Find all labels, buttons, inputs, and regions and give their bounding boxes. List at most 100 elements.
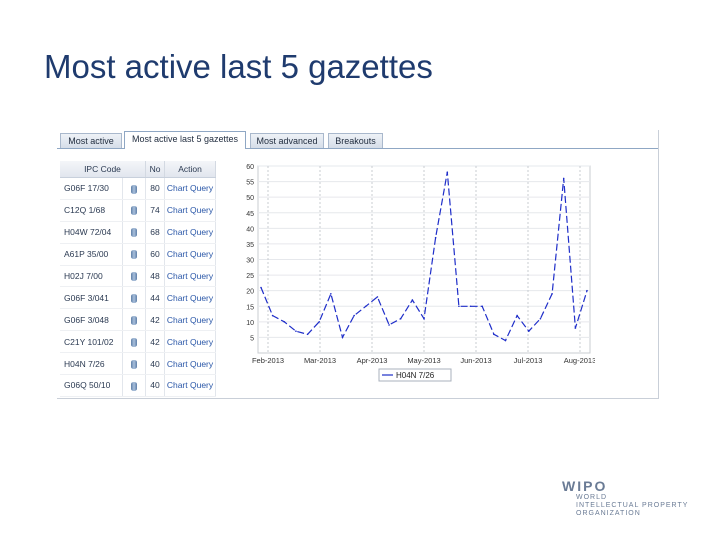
count-cell: 80 xyxy=(145,177,165,200)
y-tick-label: 35 xyxy=(246,242,254,249)
data-point xyxy=(481,305,484,308)
data-point xyxy=(283,321,286,323)
database-icon[interactable] xyxy=(131,228,137,238)
database-icon[interactable] xyxy=(131,381,137,391)
chart-query-link[interactable]: Chart Query xyxy=(164,308,216,332)
database-icon-cell xyxy=(122,352,146,376)
table-row[interactable]: H04W 72/04 68 Chart Query xyxy=(60,221,216,244)
count-cell: 42 xyxy=(145,308,165,332)
data-point xyxy=(388,324,390,326)
table-row[interactable]: G06F 17/30 80 Chart Query xyxy=(60,177,216,200)
ipc-code-cell: G06F 3/041 xyxy=(60,286,123,310)
database-icon[interactable] xyxy=(131,184,137,194)
y-tick-label: 50 xyxy=(246,195,254,202)
database-icon[interactable] xyxy=(131,294,137,304)
data-point xyxy=(423,317,425,320)
table-header-row: IPC Code No Action xyxy=(60,161,216,178)
data-point xyxy=(341,336,344,339)
database-icon-cell xyxy=(122,286,146,310)
ipc-code-cell: C12Q 1/68 xyxy=(60,199,123,222)
count-cell: 68 xyxy=(145,221,165,244)
table-row[interactable]: G06Q 50/10 40 Chart Query xyxy=(60,374,216,397)
data-point xyxy=(376,296,379,298)
tab-breakouts[interactable]: Breakouts xyxy=(328,133,383,148)
table-row[interactable]: A61P 35/00 60 Chart Query xyxy=(60,243,216,266)
column-header-no[interactable]: No xyxy=(145,161,165,178)
data-point xyxy=(399,317,402,320)
data-point xyxy=(458,305,460,308)
data-point xyxy=(446,171,449,174)
data-point xyxy=(306,333,309,336)
x-tick-label: Aug-2013 xyxy=(564,356,595,365)
database-icon[interactable] xyxy=(131,315,137,325)
tab-most-active-last-5-gazettes[interactable]: Most active last 5 gazettes xyxy=(124,131,246,149)
tab-most-advanced[interactable]: Most advanced xyxy=(250,133,324,148)
data-point xyxy=(562,177,565,180)
chart-query-link[interactable]: Chart Query xyxy=(164,286,216,310)
chart-query-link[interactable]: Chart Query xyxy=(164,330,216,354)
database-icon-cell xyxy=(122,199,146,222)
legend-box xyxy=(378,368,452,382)
data-point xyxy=(295,330,297,332)
data-point xyxy=(469,305,472,308)
ipc-code-cell: H04N 7/26 xyxy=(60,352,123,376)
wipo-line-2: INTELLECTUAL PROPERTY xyxy=(576,502,689,509)
ipc-code-cell: H02J 7/00 xyxy=(60,265,123,288)
database-icon-cell xyxy=(122,243,146,266)
chart-query-link[interactable]: Chart Query xyxy=(164,374,216,397)
count-cell: 44 xyxy=(145,286,165,310)
y-tick-label: 20 xyxy=(246,289,254,296)
chart-query-link[interactable]: Chart Query xyxy=(164,243,216,266)
table-row[interactable]: H04N 7/26 40 Chart Query xyxy=(60,352,216,376)
tab-bar: Most active Most active last 5 gazettes … xyxy=(57,130,658,149)
database-icon-cell xyxy=(122,308,146,332)
count-cell: 60 xyxy=(145,243,165,266)
database-icon-cell xyxy=(122,330,146,354)
x-tick-label: Apr-2013 xyxy=(357,356,388,365)
ipc-code-cell: H04W 72/04 xyxy=(60,221,123,244)
chart-query-link[interactable]: Chart Query xyxy=(164,352,216,376)
table-row[interactable]: G06F 3/041 44 Chart Query xyxy=(60,286,216,310)
database-icon[interactable] xyxy=(131,250,137,260)
count-cell: 40 xyxy=(145,352,165,376)
ipc-code-cell: G06F 3/048 xyxy=(60,308,123,332)
data-point xyxy=(493,333,495,336)
data-point xyxy=(434,236,437,239)
data-point xyxy=(551,292,553,295)
y-tick-label: 25 xyxy=(246,273,254,280)
database-icon[interactable] xyxy=(131,272,137,282)
count-cell: 48 xyxy=(145,265,165,288)
database-icon[interactable] xyxy=(131,337,137,347)
table-row[interactable]: C12Q 1/68 74 Chart Query xyxy=(60,199,216,222)
chart-query-link[interactable]: Chart Query xyxy=(164,265,216,288)
data-point xyxy=(364,305,367,308)
ipc-code-cell: G06Q 50/10 xyxy=(60,374,123,397)
database-icon[interactable] xyxy=(131,206,137,216)
table-row[interactable]: C21Y 101/02 42 Chart Query xyxy=(60,330,216,354)
y-tick-label: 5 xyxy=(250,335,254,342)
y-tick-label: 55 xyxy=(246,180,254,187)
data-point xyxy=(504,339,507,342)
x-tick-label: Mar-2013 xyxy=(304,356,336,365)
database-icon[interactable] xyxy=(131,359,137,369)
count-cell: 42 xyxy=(145,330,165,354)
legend-label: H04N 7/26 xyxy=(396,371,435,380)
chart-query-link[interactable]: Chart Query xyxy=(164,221,216,244)
chart-query-link[interactable]: Chart Query xyxy=(164,177,216,200)
slide-title: Most active last 5 gazettes xyxy=(44,48,433,85)
ipc-code-cell: A61P 35/00 xyxy=(60,243,123,266)
wipo-logo: WIPO xyxy=(562,478,608,494)
tab-most-active[interactable]: Most active xyxy=(60,133,122,148)
x-tick-label: Feb-2013 xyxy=(252,356,284,365)
y-tick-label: 15 xyxy=(246,304,254,311)
data-point xyxy=(539,317,542,320)
y-tick-label: 45 xyxy=(246,211,254,218)
table-row[interactable]: H02J 7/00 48 Chart Query xyxy=(60,265,216,288)
table-row[interactable]: G06F 3/048 42 Chart Query xyxy=(60,308,216,332)
data-point xyxy=(271,314,274,317)
chart-query-link[interactable]: Chart Query xyxy=(164,199,216,222)
wipo-branding: WIPO WORLD INTELLECTUAL PROPERTY ORGANIZ… xyxy=(562,478,688,518)
x-tick-label: Jul-2013 xyxy=(514,356,543,365)
column-header-ipc-code[interactable]: IPC Code xyxy=(60,161,146,178)
column-header-action[interactable]: Action xyxy=(164,161,216,178)
